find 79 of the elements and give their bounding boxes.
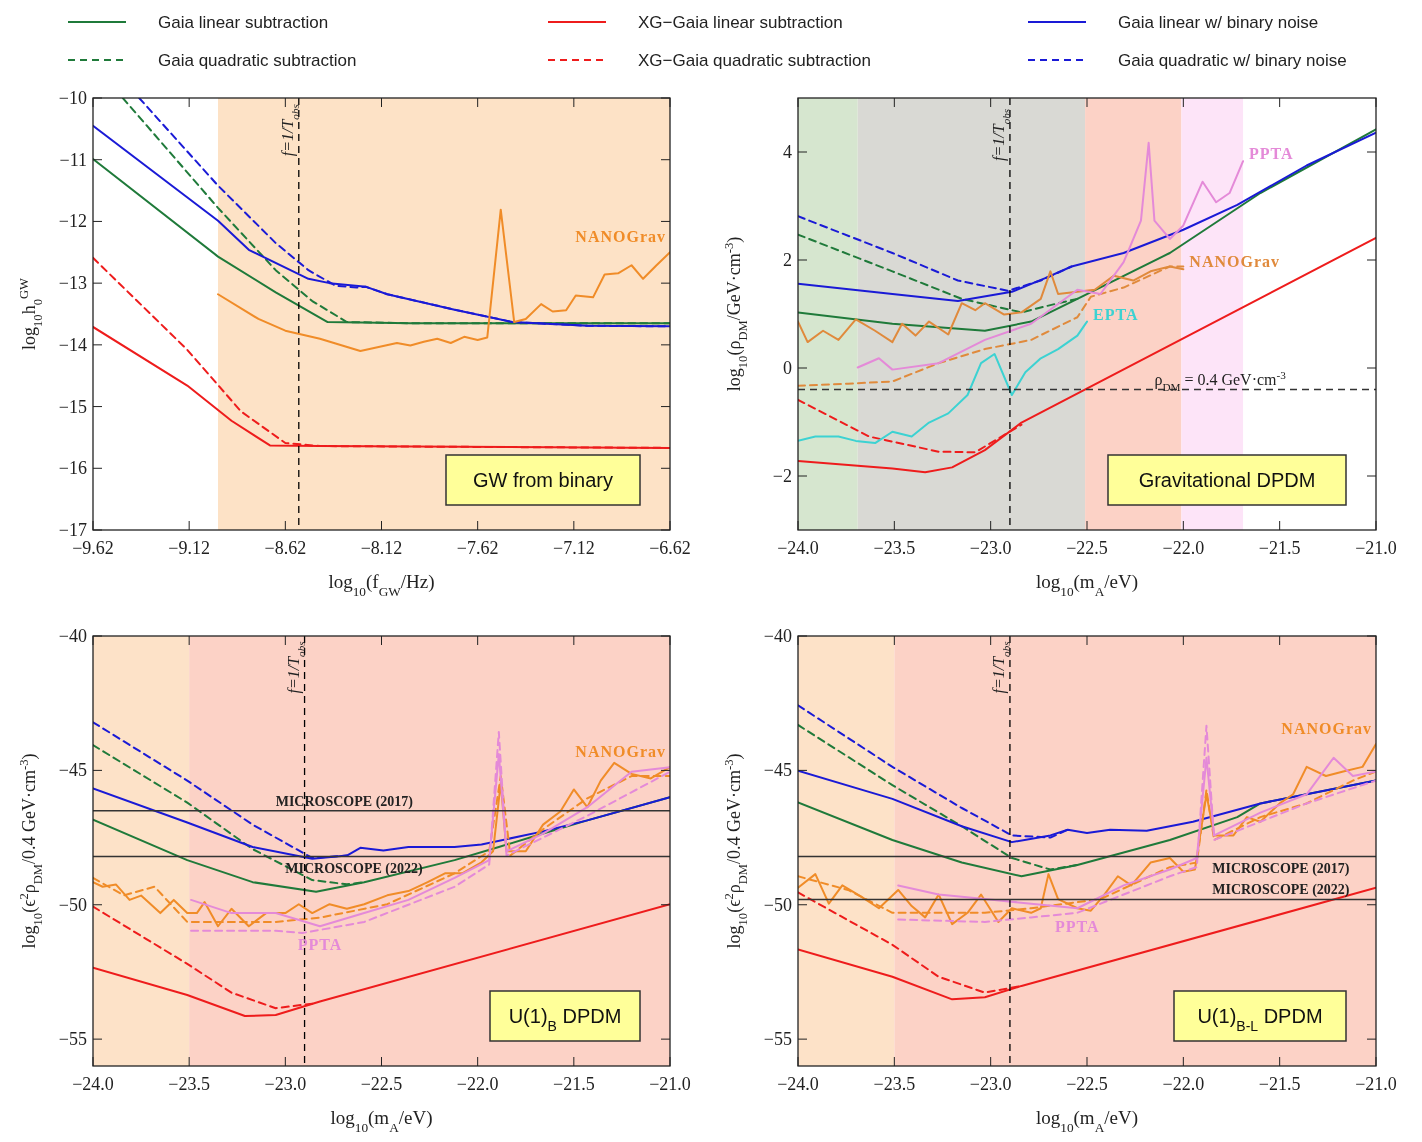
legend-label: Gaia quadratic w/ binary noise: [1118, 51, 1347, 70]
line-series: [798, 320, 1088, 445]
series-label: NANOGrav: [1281, 720, 1372, 738]
legend-label: Gaia linear w/ binary noise: [1118, 13, 1319, 32]
y-tick-label: −50: [763, 894, 792, 915]
y-tick-label: −14: [58, 334, 87, 355]
x-tick-label: −7.12: [553, 538, 595, 558]
y-tick-label: −13: [58, 273, 87, 294]
line-series: [798, 236, 1376, 474]
x-tick-label: −9.12: [168, 538, 210, 558]
y-tick-label: −55: [763, 1029, 792, 1050]
x-tick-label: −6.62: [649, 538, 691, 558]
x-tick-label: −8.62: [264, 538, 307, 558]
y-tick-label: 4: [783, 142, 792, 162]
line-series: [217, 208, 670, 353]
legend-label: XG−Gaia linear subtraction: [638, 13, 843, 32]
x-tick-label: −22.0: [456, 1074, 499, 1094]
series-label: PPTA: [1055, 918, 1100, 936]
x-tick-label: −22.5: [1066, 538, 1108, 558]
x-tick-label: −21.0: [1355, 1074, 1397, 1094]
y-tick-label: −2: [772, 466, 792, 486]
x-axis-title: log$_{10}$(m$_{A}$/eV): [330, 1107, 433, 1135]
annotation: U(1)$_{B}$ DPDM: [508, 1005, 622, 1034]
y-tick-label: 0: [783, 358, 792, 378]
x-tick-label: −24.0: [72, 1074, 114, 1094]
line-series: [798, 886, 1376, 1001]
x-tick-label: −22.5: [360, 1074, 403, 1094]
annotation: U(1)$_{B-L}$ DPDM: [1197, 1005, 1323, 1034]
x-tick-label: −23.5: [873, 1074, 916, 1094]
y-tick-label: −55: [58, 1029, 87, 1050]
x-tick-label: −23.0: [969, 1074, 1012, 1094]
x-tick-label: −22.0: [1162, 538, 1205, 558]
x-tick-label: −22.0: [1162, 1074, 1205, 1094]
x-axis-title: log$_{10}$(m$_{A}$/eV): [1035, 1107, 1139, 1135]
x-tick-label: −9.62: [72, 538, 114, 558]
line-series: [897, 724, 1376, 923]
legend-label: Gaia linear subtraction: [158, 13, 329, 32]
annotation: MICROSCOPE (2017): [1212, 861, 1350, 878]
y-tick-label: −40: [763, 626, 792, 646]
x-axis-title: log$_{10}$(m$_{A}$/eV): [1035, 571, 1139, 599]
y-tick-label: −45: [763, 760, 792, 781]
x-tick-label: −23.0: [264, 1074, 307, 1094]
legend-label: Gaia quadratic subtraction: [158, 51, 357, 70]
annotation: ρ$_{DM}$ = 0.4 GeV·cm$^{-3}$: [1154, 368, 1287, 393]
x-tick-label: −21.5: [553, 1074, 595, 1094]
y-tick-label: −40: [58, 626, 87, 646]
series-label: EPTA: [1093, 305, 1139, 323]
series-label: PPTA: [1249, 145, 1294, 163]
x-tick-label: −21.5: [1258, 1074, 1301, 1094]
y-tick-label: −17: [58, 520, 87, 540]
x-tick-label: −23.5: [168, 1074, 210, 1094]
legend-label: XG−Gaia quadratic subtraction: [638, 51, 871, 70]
y-tick-label: −15: [58, 396, 87, 417]
annotation: Gravitational DPDM: [1138, 469, 1316, 491]
annotation: MICROSCOPE (2022): [1212, 882, 1350, 899]
series-label: NANOGrav: [575, 743, 666, 761]
y-tick-label: −45: [58, 760, 87, 781]
x-tick-label: −8.12: [360, 538, 403, 558]
x-tick-label: −24.0: [777, 1074, 819, 1094]
series-label: PPTA: [297, 936, 343, 954]
y-tick-label: 2: [783, 250, 792, 270]
x-tick-label: −21.5: [1258, 538, 1301, 558]
x-tick-label: −22.5: [1066, 1074, 1108, 1094]
annotation: MICROSCOPE (2017): [275, 793, 414, 810]
series-label: NANOGrav: [575, 228, 666, 246]
series-label: NANOGrav: [1189, 253, 1280, 271]
y-tick-label: −11: [59, 149, 87, 170]
x-tick-label: −21.0: [1355, 538, 1397, 558]
x-tick-label: −24.0: [777, 538, 819, 558]
x-tick-label: −21.0: [649, 1074, 691, 1094]
y-tick-label: −50: [58, 894, 87, 915]
y-tick-label: −10: [58, 88, 87, 108]
annotation: GW from binary: [472, 469, 614, 491]
y-tick-label: −12: [58, 211, 87, 232]
x-tick-label: −7.62: [456, 538, 499, 558]
y-tick-label: −16: [58, 458, 87, 479]
x-axis-title: log$_{10}$(f$_{GW}$/Hz): [328, 571, 435, 599]
x-tick-label: −23.5: [873, 538, 916, 558]
x-tick-label: −23.0: [969, 538, 1012, 558]
